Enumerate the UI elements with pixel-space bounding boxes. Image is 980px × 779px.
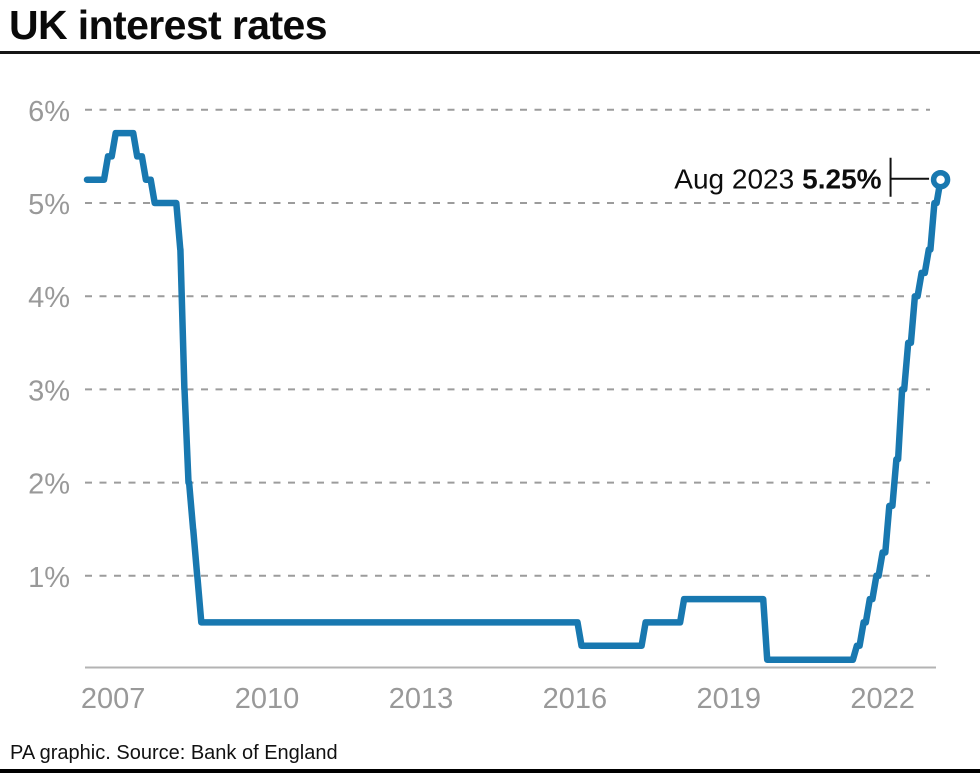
annotation-callout-line [889,157,930,197]
y-tick-label: 2% [28,469,70,501]
x-tick-label: 2013 [389,683,454,715]
annotation-label: Aug 2023 5.25% [674,164,881,195]
x-tick-label: 2022 [850,683,915,715]
x-axis-labels: 2007 2010 2013 2016 2019 2022 [81,683,915,715]
x-tick-label: 2007 [81,683,146,715]
x-tick-label: 2019 [696,683,761,715]
y-tick-label: 3% [28,375,70,407]
x-tick-label: 2010 [235,683,300,715]
annotation-value: 5.25% [802,164,881,195]
rate-line [83,129,944,663]
annotation-date: Aug 2023 [674,164,794,195]
x-tick-label: 2016 [543,683,608,715]
source-credit: PA graphic. Source: Bank of England [10,742,338,764]
footer-divider [0,769,980,773]
y-axis-labels: 6% 5% 4% 3% 2% 1% [28,96,70,594]
endpoint-marker [930,169,951,190]
y-tick-label: 6% [28,96,70,128]
title-divider [0,51,980,54]
y-tick-label: 1% [28,562,70,594]
page-title: UK interest rates [9,2,328,48]
y-tick-label: 5% [28,189,70,221]
y-tick-label: 4% [28,282,70,314]
gridlines-group [85,108,930,577]
